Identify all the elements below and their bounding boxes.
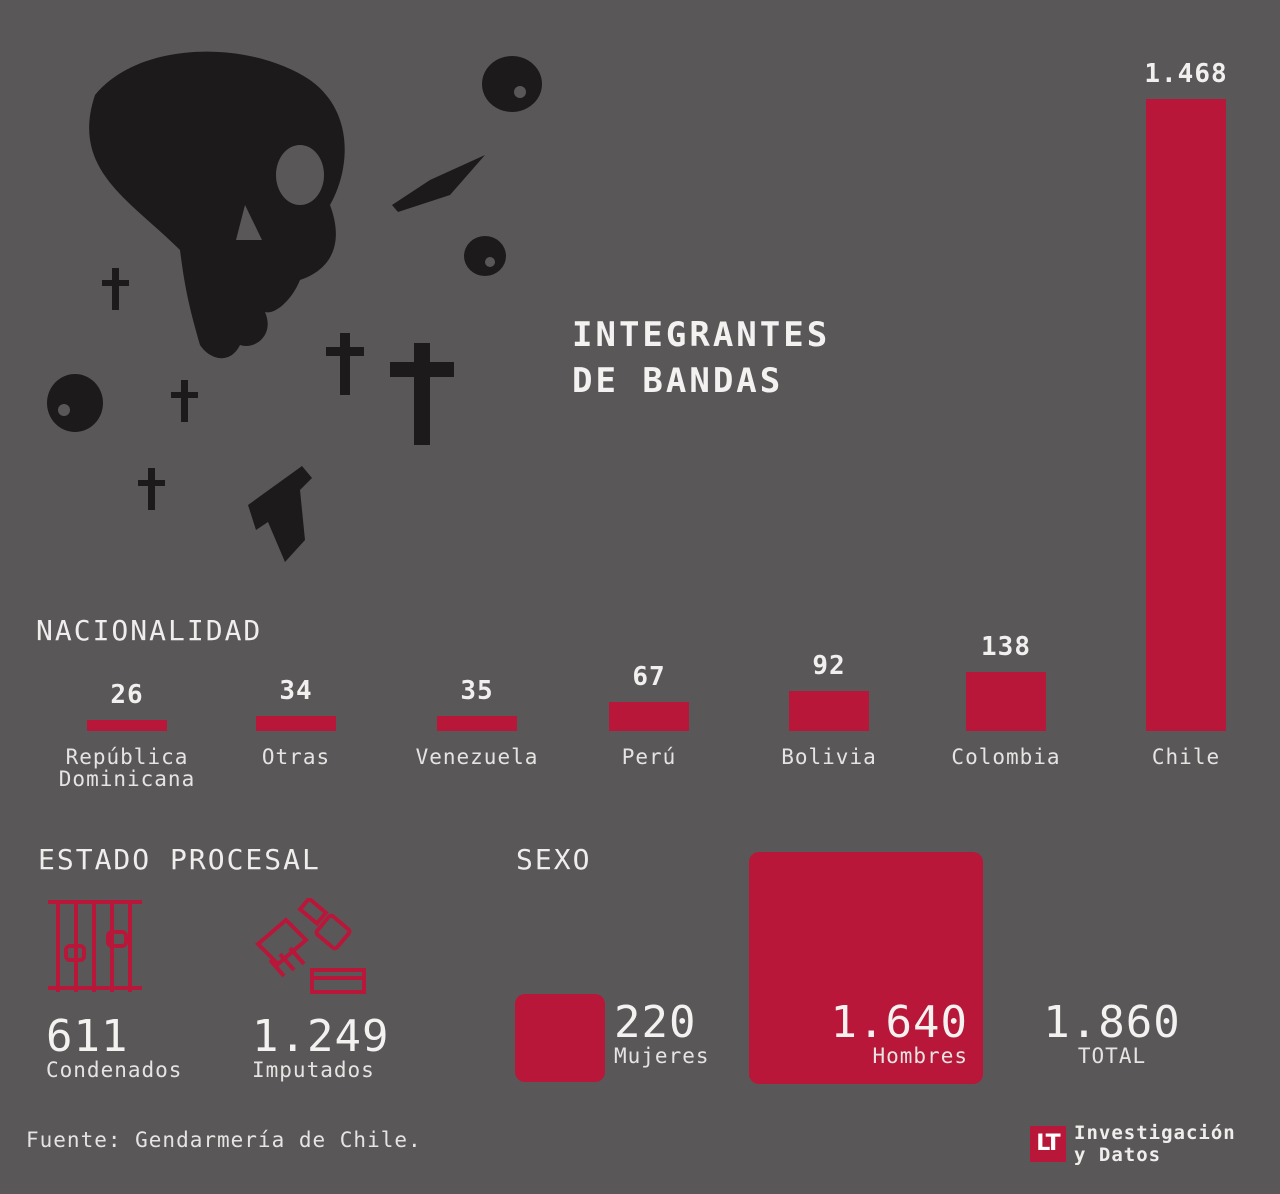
- bar-value-label: 1.468: [1144, 59, 1228, 89]
- skull-icon: [47, 374, 103, 432]
- imputados-value: 1.249: [252, 1011, 390, 1062]
- condenados-label: Condenados: [46, 1058, 183, 1082]
- bar-category-label: Chile: [1086, 746, 1280, 768]
- bar-category-label: República Dominicana: [27, 746, 227, 790]
- nacionalidad-title: NACIONALIDAD: [36, 614, 263, 647]
- hombres-label: Hombres: [872, 1044, 968, 1068]
- prison-bars-icon: [48, 900, 142, 992]
- cross-icon: [171, 380, 198, 422]
- nacionalidad-bar-chart: 26 República Dominicana 34 Otras 35 Venezuela 6…: [27, 59, 1280, 790]
- bar-category-label: Otras: [196, 746, 396, 768]
- cross-icon: [138, 468, 165, 510]
- lt-logo: LT: [1030, 1126, 1066, 1162]
- bar-6: [1146, 99, 1226, 731]
- category-line: Dominicana: [58, 767, 196, 791]
- bar-4: [789, 691, 869, 731]
- skull-icon: [464, 236, 506, 276]
- condenados-value: 611: [46, 1011, 129, 1062]
- source-note: Fuente: Gendarmería de Chile.: [26, 1128, 422, 1152]
- logo-line-2: y Datos: [1074, 1144, 1162, 1166]
- category-line: Venezuela: [415, 745, 539, 769]
- bar-5: [966, 671, 1046, 731]
- chart-title: INTEGRANTES DE BANDAS: [572, 312, 830, 404]
- mujeres-label: Mujeres: [614, 1044, 710, 1068]
- title-line-2: DE BANDAS: [572, 361, 784, 401]
- bar-value-label: 67: [632, 662, 666, 693]
- category-line: Chile: [1151, 745, 1221, 769]
- category-line: Colombia: [951, 745, 1061, 769]
- imputados-label: Imputados: [252, 1058, 375, 1082]
- bar-value-label: 92: [812, 651, 846, 682]
- sexo-title: SEXO: [516, 843, 592, 876]
- category-line: Perú: [621, 745, 677, 769]
- hombres-square: [749, 852, 983, 1084]
- skull-icon: [89, 51, 345, 359]
- illustration: [47, 51, 542, 562]
- total-value: 1.860: [1043, 997, 1181, 1048]
- cross-icon: [102, 268, 129, 310]
- bar-2: [437, 715, 517, 731]
- estado-procesal-title: ESTADO PROCESAL: [38, 843, 321, 876]
- bar-1: [256, 716, 336, 731]
- logo-text: Investigación y Datos: [1074, 1122, 1236, 1166]
- mujeres-value: 220: [614, 997, 697, 1048]
- logo-line-1: Investigación: [1074, 1122, 1236, 1144]
- category-line: República: [65, 745, 189, 769]
- pistol-icon: [248, 466, 312, 562]
- bar-value-label: 34: [279, 676, 313, 707]
- bar-0: [87, 719, 167, 731]
- bar-value-label: 138: [981, 631, 1031, 662]
- bar-value-label: 26: [110, 679, 144, 710]
- hombres-value: 1.640: [830, 997, 968, 1048]
- skull-icon: [482, 56, 542, 112]
- bar-category-label: Colombia: [906, 746, 1106, 768]
- total-label: TOTAL: [1077, 1044, 1147, 1068]
- handcuffs-icon: [255, 898, 366, 994]
- title-line-1: INTEGRANTES: [572, 315, 831, 355]
- bar-category-label: Bolivia: [729, 746, 929, 768]
- bar-category-label: Venezuela: [377, 746, 577, 768]
- bar-category-label: Perú: [549, 746, 749, 768]
- knife-icon: [392, 155, 485, 212]
- cross-icon: [390, 343, 454, 445]
- category-line: Otras: [261, 745, 331, 769]
- mujeres-square: [515, 994, 605, 1082]
- category-line: Bolivia: [781, 745, 877, 769]
- bar-3: [609, 702, 689, 731]
- cross-icon: [326, 333, 364, 395]
- bar-value-label: 35: [460, 675, 494, 706]
